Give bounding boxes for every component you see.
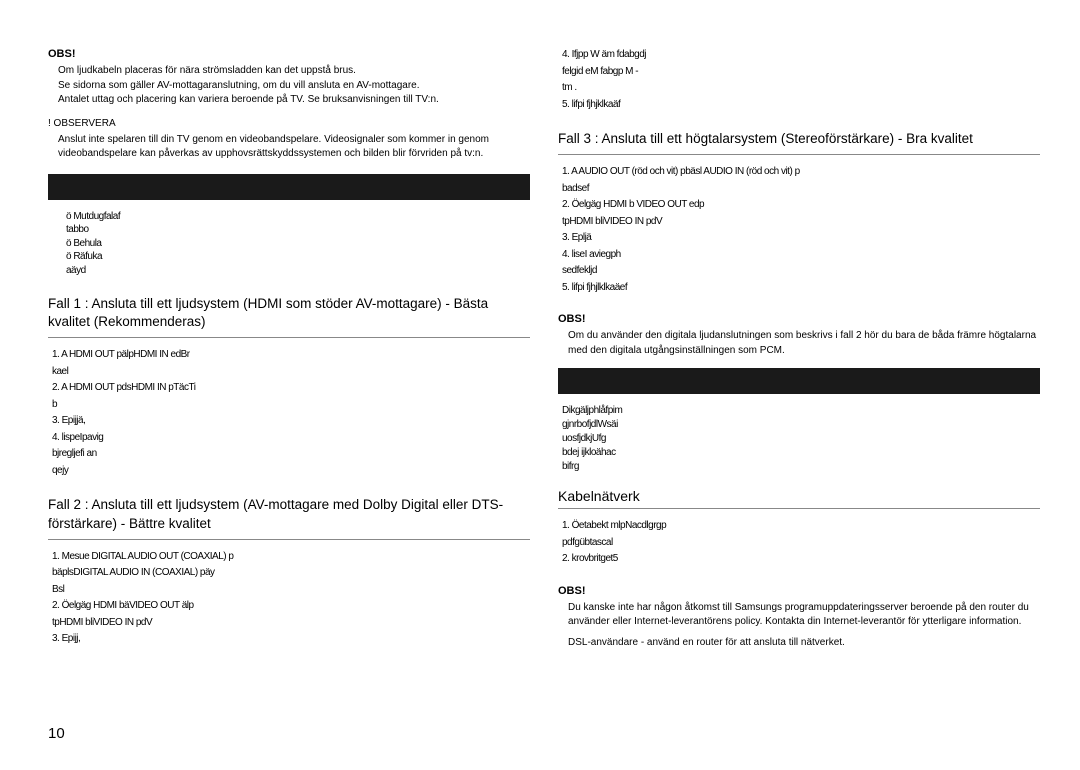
observera-body: Anslut inte spelaren till din TV genom e…	[48, 133, 530, 162]
step: 3. Epljä	[562, 231, 1040, 246]
step: 2. krovbritget5	[562, 552, 1040, 567]
step: 1. Öetabekt mlpNacdlgrgp	[562, 519, 1040, 534]
section-bar	[48, 174, 530, 200]
step: Bsl	[52, 583, 530, 598]
step: 1. A AUDIO OUT (röd och vit) pbäsl AUDIO…	[562, 165, 1040, 180]
obs-line: Om ljudkabeln placeras för nära strömsla…	[58, 64, 530, 79]
observera-heading: ! OBSERVERA	[48, 118, 530, 129]
intro-line: gjnrbofjdlWsäi	[562, 418, 1040, 432]
step: 3. Epijj,	[52, 632, 530, 647]
bullet-list: ö Mutdugfalaf tabbo ö Behula ö Räfuka aä…	[48, 210, 530, 278]
case2-steps: 1. Mesue DIGITAL AUDIO OUT (COAXIAL) p b…	[48, 550, 530, 647]
obs-line: Se sidorna som gäller AV-mottagaranslutn…	[58, 79, 530, 94]
case2-title: Fall 2 : Ansluta till ett ljudsystem (AV…	[48, 496, 530, 539]
step: 5. lifpi fjhjklkaäf	[562, 98, 1040, 113]
step: felgid eM fabgp M -	[562, 65, 1040, 80]
kabel-steps: 1. Öetabekt mlpNacdlgrgp pdfgübtascal 2.…	[558, 519, 1040, 567]
step: sedfekljd	[562, 264, 1040, 279]
obs-body: Du kanske inte har någon åtkomst till Sa…	[558, 601, 1040, 651]
step: b	[52, 398, 530, 413]
manual-page: OBS! Om ljudkabeln placeras för nära str…	[0, 0, 1080, 685]
step: bäplsDIGITAL AUDIO IN (COAXIAL) päy	[52, 566, 530, 581]
obs-line: Du kanske inte har någon åtkomst till Sa…	[568, 601, 1040, 630]
step: 2. Öelgäg HDMI b VIDEO OUT edp	[562, 198, 1040, 213]
step: 4. liseI aviegph	[562, 248, 1040, 263]
intro-line: bifrg	[562, 460, 1040, 474]
bullet: ö Räfuka	[66, 250, 530, 264]
intro-line: Dikgäljphlåfpim	[562, 404, 1040, 418]
case3-title: Fall 3 : Ansluta till ett högtalarsystem…	[558, 130, 1040, 155]
step: 4. Ifjpp W äm fdabgdj	[562, 48, 1040, 63]
kabel-title: Kabelnätverk	[558, 488, 1040, 509]
bullet: aäyd	[66, 264, 530, 278]
network-intro: Dikgäljphlåfpim gjnrbofjdlWsäi uosfjdkjU…	[558, 404, 1040, 474]
obs-body: Om du använder den digitala ljudanslutni…	[558, 329, 1040, 358]
step: tm .	[562, 81, 1040, 96]
step: 2. A HDMI OUT pdsHDMI IN pTäcTi	[52, 381, 530, 396]
step: kael	[52, 365, 530, 380]
step: 4. lispeIpavig	[52, 431, 530, 446]
step: 5. lifpi fjhjlklkaäef	[562, 281, 1040, 296]
section-bar	[558, 368, 1040, 394]
case1-title: Fall 1 : Ansluta till ett ljudsystem (HD…	[48, 295, 530, 338]
intro-line: uosfjdkjUfg	[562, 432, 1040, 446]
step: 1. Mesue DIGITAL AUDIO OUT (COAXIAL) p	[52, 550, 530, 565]
step: 2. Öelgäg HDMI bäVIDEO OUT älp	[52, 599, 530, 614]
bullet: ö Behula	[66, 237, 530, 251]
obs-line: Antalet uttag och placering kan variera …	[58, 93, 530, 108]
obs-heading: OBS!	[558, 313, 1040, 325]
step: badsef	[562, 182, 1040, 197]
bullet: tabbo	[66, 223, 530, 237]
step: pdfgübtascal	[562, 536, 1040, 551]
page-number: 10	[48, 725, 65, 742]
right-column: 4. Ifjpp W äm fdabgdj felgid eM fabgp M …	[558, 48, 1040, 665]
step: tpHDMI bliVIDEO IN pdV	[562, 215, 1040, 230]
left-column: OBS! Om ljudkabeln placeras för nära str…	[48, 48, 530, 665]
step: bjregljefi an	[52, 447, 530, 462]
step: tpHDMI bliVIDEO IN pdV	[52, 616, 530, 631]
obs-body: Om ljudkabeln placeras för nära strömsla…	[48, 64, 530, 108]
case1-steps: 1. A HDMI OUT pälpHDMI IN edBr kael 2. A…	[48, 348, 530, 478]
case3-steps: 1. A AUDIO OUT (röd och vit) pbäsl AUDIO…	[558, 165, 1040, 295]
step: qejy	[52, 464, 530, 479]
bullet: ö Mutdugfalaf	[66, 210, 530, 224]
step: 3. Epijjä,	[52, 414, 530, 429]
intro-line: bdej ijkloähac	[562, 446, 1040, 460]
obs-heading: OBS!	[48, 48, 530, 60]
step: 1. A HDMI OUT pälpHDMI IN edBr	[52, 348, 530, 363]
obs-line: DSL-användare - använd en router för att…	[568, 636, 1040, 651]
obs-heading: OBS!	[558, 585, 1040, 597]
top-continuation-steps: 4. Ifjpp W äm fdabgdj felgid eM fabgp M …	[558, 48, 1040, 112]
